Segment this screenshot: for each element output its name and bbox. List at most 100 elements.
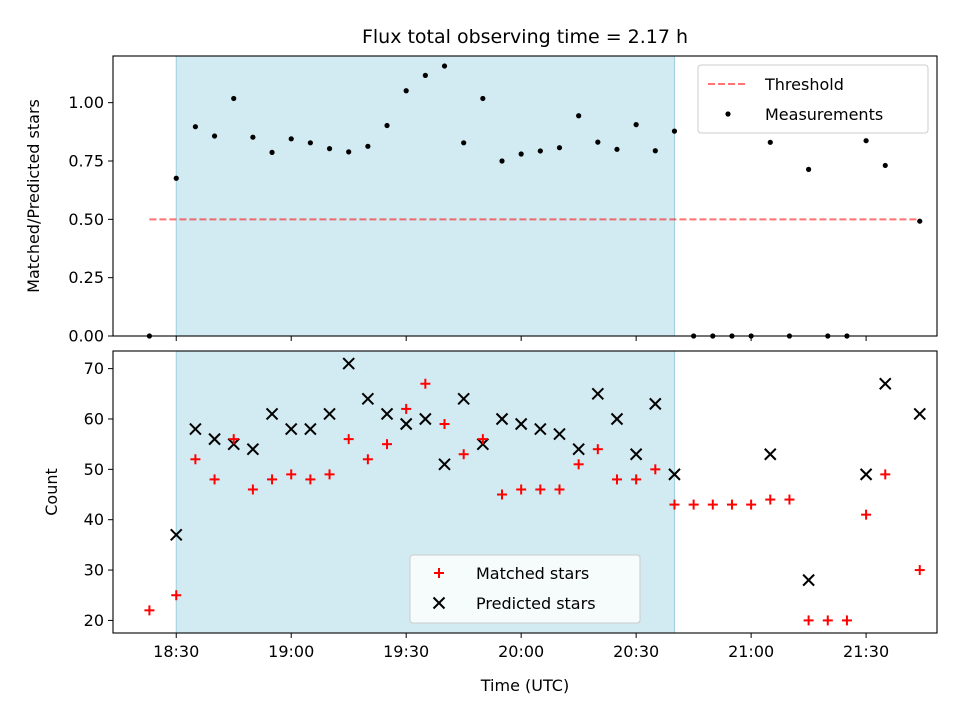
measurement-point xyxy=(365,143,371,149)
predicted-star-marker xyxy=(189,422,202,436)
measurement-point xyxy=(231,95,237,102)
ratio-y-axis-label: Matched/Predicted stars xyxy=(24,99,43,293)
threshold-legend-label: Threshold xyxy=(764,75,844,94)
predicted-star-marker xyxy=(495,412,509,426)
measurement-point xyxy=(403,88,409,94)
predicted-star-marker xyxy=(246,442,260,456)
predicted-star-marker xyxy=(610,412,624,426)
predicted-star-marker xyxy=(227,437,240,451)
x-tick-label: 20:30 xyxy=(613,642,659,661)
x-tick-label: 19:30 xyxy=(383,642,429,661)
predicted-star-marker xyxy=(913,407,926,421)
predicted-star-marker-stroke-b xyxy=(361,392,375,406)
predicted-star-marker-stroke-b xyxy=(380,407,394,421)
predicted-star-marker-stroke-b xyxy=(208,432,221,446)
measurement-points xyxy=(146,63,923,339)
predicted-star-marker xyxy=(572,442,585,456)
matched-star-marker xyxy=(914,565,925,576)
x-tick-label: 19:00 xyxy=(268,642,314,661)
matched-star-marker xyxy=(707,499,718,510)
measurement-point xyxy=(499,158,505,164)
measurement-point xyxy=(614,146,620,152)
predicted-star-marker-stroke-b xyxy=(495,412,509,426)
measurement-point xyxy=(537,148,543,154)
predicted-star-marker xyxy=(553,427,566,441)
matched-star-marker xyxy=(822,615,833,626)
measurement-point xyxy=(384,122,390,129)
predicted-star-marker xyxy=(285,422,298,436)
matched-star-marker xyxy=(861,509,872,520)
matched-star-marker xyxy=(401,403,412,414)
measurement-point xyxy=(767,139,773,145)
ratio-panel: 0.00 0.25 0.50 0.75 1.00 Matched/Predicted s… xyxy=(24,55,938,346)
matched-star-marker xyxy=(554,484,565,495)
matched-star-marker xyxy=(535,484,546,495)
matched-star-marker xyxy=(209,474,220,485)
predicted-star-marker xyxy=(323,407,336,421)
predicted-star-marker xyxy=(380,407,394,421)
x-axis-label: Time (UTC) xyxy=(480,676,569,695)
measurement-point xyxy=(173,175,179,181)
measurement-point xyxy=(269,149,275,155)
predicted-star-marker-stroke-b xyxy=(246,442,260,456)
measurement-point xyxy=(461,140,467,146)
counts-y-axis-label: Count xyxy=(42,468,61,516)
predicted-star-marker xyxy=(649,397,662,411)
matched-star-marker xyxy=(382,439,393,450)
measurement-point xyxy=(595,139,601,145)
matched-star-marker xyxy=(324,469,335,480)
matched-stars-legend-marker xyxy=(434,568,444,578)
measurement-point xyxy=(652,148,658,154)
matched-star-marker xyxy=(573,459,584,470)
predicted-star-marker-stroke-b xyxy=(553,427,566,441)
matched-star-marker xyxy=(631,474,642,485)
predicted-star-marker xyxy=(399,417,413,431)
matched-star-marker xyxy=(144,605,155,616)
matched-star-marker xyxy=(190,454,201,465)
predicted-star-marker xyxy=(342,357,355,370)
predicted-star-marker-stroke-b xyxy=(668,468,681,481)
matched-star-marker xyxy=(247,484,258,495)
predicted-star-marker-stroke-b xyxy=(476,437,490,451)
predicted-star-marker xyxy=(265,407,279,421)
predicted-star-marker-stroke-b xyxy=(514,417,528,431)
predicted-stars-legend-marker xyxy=(432,596,446,610)
measurement-point xyxy=(671,128,678,134)
counts-y-tick-label: 30 xyxy=(84,561,104,580)
counts-axes-frame xyxy=(112,350,938,634)
predicted-star-marker-stroke-b xyxy=(802,573,815,587)
predicted-star-marker xyxy=(802,573,815,587)
matched-star-marker xyxy=(688,499,699,510)
predicted-star-marker xyxy=(457,392,470,406)
measurement-point xyxy=(192,124,198,130)
predicted-star-marker-stroke-b xyxy=(764,448,777,461)
measurement-point xyxy=(480,95,486,102)
predicted-star-marker-stroke-b xyxy=(629,448,643,461)
x-tick-label: 21:30 xyxy=(843,642,889,661)
measurement-point xyxy=(882,162,888,169)
matched-star-marker xyxy=(305,474,316,485)
matched-star-marker xyxy=(420,378,431,389)
measurement-point xyxy=(441,63,448,69)
predicted-star-marker-stroke-b xyxy=(859,468,873,481)
counts-y-tick-label: 50 xyxy=(84,460,104,479)
measurement-point xyxy=(806,166,812,172)
matched-star-marker xyxy=(286,469,297,480)
predicted-star-marker-stroke-b xyxy=(342,357,355,370)
matched-star-marker xyxy=(880,469,891,480)
matched-star-marker xyxy=(784,494,795,505)
x-tick-label: 20:00 xyxy=(498,642,544,661)
predicted-star-marker xyxy=(879,377,892,390)
matched-star-marker xyxy=(611,474,622,485)
counts-y-tick-label: 70 xyxy=(84,359,104,378)
predicted-star-marker xyxy=(764,448,777,461)
predicted-stars-legend-swatch xyxy=(432,596,446,610)
matched-star-marker xyxy=(497,489,508,500)
matched-star-marker xyxy=(458,449,469,460)
ratio-y-tick-label: 0.75 xyxy=(68,152,104,171)
chart-title: Flux total observing time = 2.17 h xyxy=(362,26,688,48)
measurements-legend-label: Measurements xyxy=(765,105,883,124)
measurement-point xyxy=(288,136,294,142)
ratio-y-tick-label: 0.00 xyxy=(68,327,104,346)
predicted-star-marker-stroke-b xyxy=(304,422,317,436)
